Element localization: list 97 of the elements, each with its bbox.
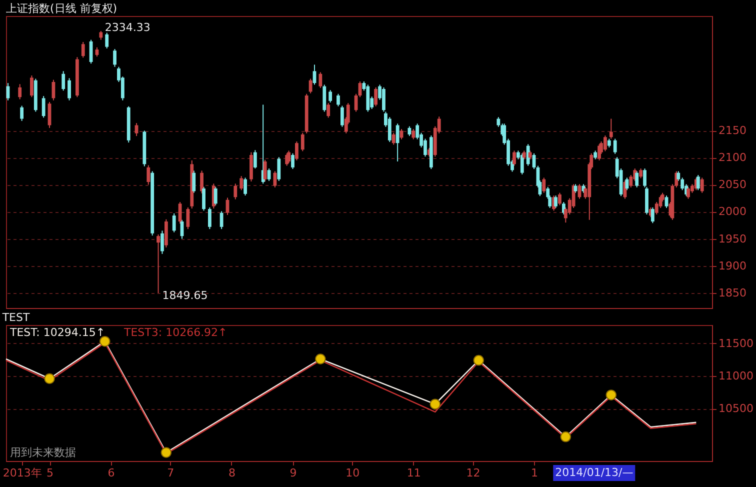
candlestick xyxy=(172,212,176,233)
candlestick xyxy=(635,170,639,188)
x-tick-label: 8 xyxy=(228,466,236,480)
candlestick xyxy=(62,70,66,92)
point xyxy=(430,398,441,410)
candlestick xyxy=(277,156,281,182)
annotation: 2334.33 xyxy=(104,20,150,34)
candlestick xyxy=(208,206,212,230)
x-tick-label: 1 xyxy=(531,466,538,480)
y-tick-label: 2150 xyxy=(718,124,746,138)
candlestick xyxy=(542,177,546,194)
candlestick xyxy=(202,186,206,212)
candlestick xyxy=(408,126,412,137)
candlestick xyxy=(113,48,116,68)
candlestick xyxy=(267,168,271,182)
candlestick xyxy=(558,192,562,206)
candlestick xyxy=(295,140,298,161)
point xyxy=(160,447,172,458)
candlestick xyxy=(609,118,613,140)
candlestick xyxy=(240,176,244,191)
candlestick xyxy=(412,128,416,140)
candlestick xyxy=(192,170,196,194)
candlestick xyxy=(214,186,218,206)
y-tick-label: 2000 xyxy=(718,205,746,218)
chart-title: TEST xyxy=(1,311,30,324)
candlestick xyxy=(18,84,22,100)
x-tick-label: 7 xyxy=(167,466,174,480)
point xyxy=(315,354,326,364)
series-label: TEST3: 10266.92↑ xyxy=(123,326,228,339)
candlestick xyxy=(186,206,190,230)
y-tick-label: 1850 xyxy=(718,286,746,300)
candlestick xyxy=(81,41,85,58)
x-tick-label: 10 xyxy=(346,466,360,480)
candlestick xyxy=(253,150,257,169)
candlestick xyxy=(300,132,304,152)
candlestick xyxy=(374,86,378,107)
candlestick xyxy=(328,90,332,104)
y-tick-label: 1900 xyxy=(718,259,746,272)
candlestick xyxy=(686,186,690,200)
x-tick-label: 6 xyxy=(108,466,115,480)
chart-title: 上证指数(日线 前复权) xyxy=(6,2,118,15)
candlestick xyxy=(604,135,607,152)
candlestick xyxy=(696,174,700,191)
candlestick xyxy=(639,168,643,179)
candlestick xyxy=(629,174,633,188)
point xyxy=(100,336,110,347)
series-label: TEST: 10294.15↑ xyxy=(9,326,106,339)
candlestick xyxy=(42,96,46,118)
candlestick xyxy=(392,132,396,146)
candlestick xyxy=(664,195,668,208)
candlestick xyxy=(336,93,340,107)
candlestick xyxy=(200,170,204,194)
candlestick xyxy=(220,210,224,230)
candlestick xyxy=(520,152,524,175)
candlestick xyxy=(340,105,344,128)
candlestick xyxy=(318,72,322,88)
x-tick-label: 5 xyxy=(46,466,54,480)
candlestick xyxy=(554,195,558,208)
candlestick xyxy=(700,177,704,194)
candlestick xyxy=(512,150,516,166)
candlestick xyxy=(20,105,24,122)
candlestick xyxy=(613,138,617,154)
x-tick-label: 9 xyxy=(290,466,297,480)
x-tick-label: 2013年 xyxy=(2,466,42,480)
y-tick-label: 2050 xyxy=(718,178,746,192)
y-tick-label: 11000 xyxy=(718,370,754,382)
y-tick-label: 10500 xyxy=(718,402,754,416)
candlestick xyxy=(134,122,138,137)
candlestick xyxy=(160,230,164,254)
candlestick xyxy=(366,84,370,112)
candlestick xyxy=(396,123,400,162)
point xyxy=(473,354,484,366)
x-tick-label: 12 xyxy=(466,466,480,480)
y-tick-label: 11500 xyxy=(718,336,754,350)
candlestick xyxy=(68,78,71,101)
point xyxy=(44,373,55,384)
candlestick xyxy=(291,152,294,170)
candlestick xyxy=(156,234,160,294)
candlestick xyxy=(388,116,392,142)
candlestick xyxy=(30,74,34,98)
annotation: 1849.65 xyxy=(162,289,208,302)
point xyxy=(560,431,572,442)
annotation: 用到未来数据 xyxy=(10,446,76,459)
text: 2014/01/13/— xyxy=(555,466,634,479)
candlestick xyxy=(263,159,267,182)
y-tick-label: 1950 xyxy=(718,232,746,246)
candlestick xyxy=(244,177,247,196)
candlestick xyxy=(326,102,330,118)
candlestick xyxy=(287,150,290,164)
y-tick-label: 2100 xyxy=(718,151,746,164)
point xyxy=(606,390,617,400)
candlestick xyxy=(322,84,326,112)
x-tick-label: 11 xyxy=(406,466,421,480)
candlestick xyxy=(105,32,109,49)
candlestick xyxy=(146,164,150,186)
candlestick xyxy=(234,183,238,200)
candlestick xyxy=(164,218,168,248)
